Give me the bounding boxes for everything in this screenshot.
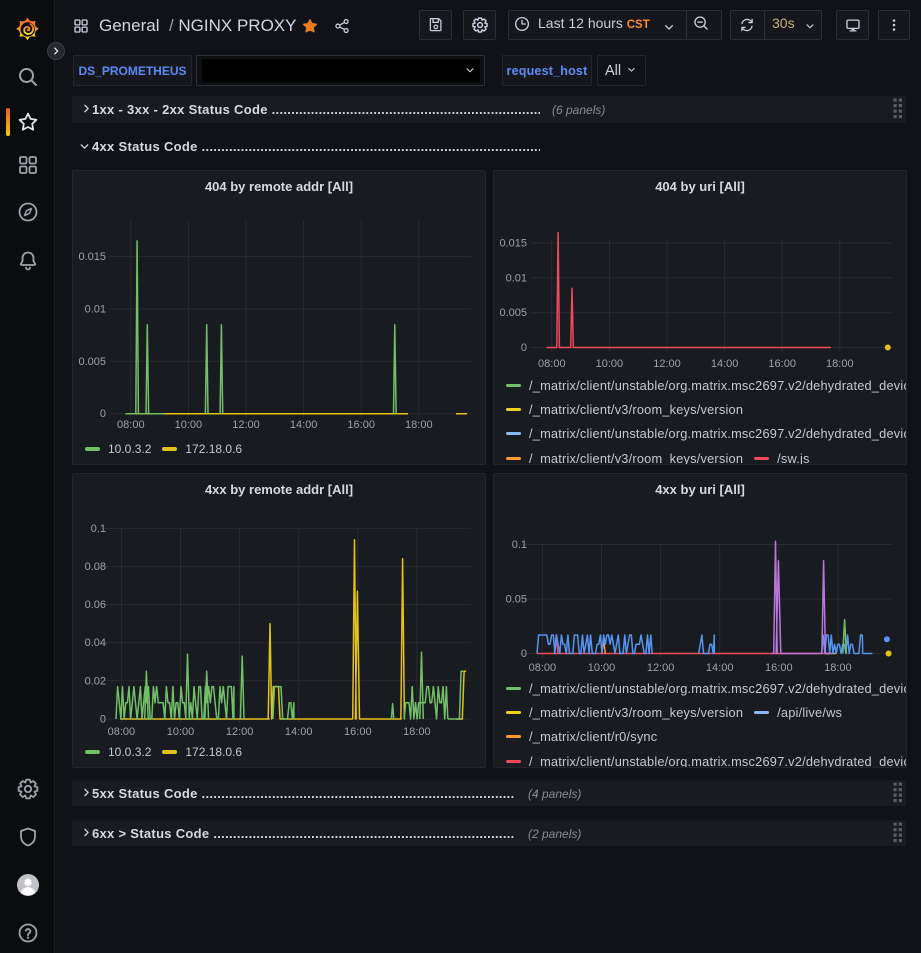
svg-text:14:00: 14:00 <box>706 662 734 674</box>
svg-text:10:00: 10:00 <box>596 358 624 370</box>
svg-text:10:00: 10:00 <box>167 726 195 738</box>
svg-text:0: 0 <box>521 648 527 660</box>
svg-text:18:00: 18:00 <box>824 662 852 674</box>
svg-text:0.05: 0.05 <box>506 594 527 606</box>
svg-text:0.06: 0.06 <box>85 599 106 611</box>
svg-text:12:00: 12:00 <box>226 726 254 738</box>
svg-text:08:00: 08:00 <box>117 419 145 431</box>
svg-text:10:00: 10:00 <box>175 419 203 431</box>
svg-text:12:00: 12:00 <box>653 358 681 370</box>
svg-text:14:00: 14:00 <box>285 726 313 738</box>
svg-text:16:00: 16:00 <box>768 358 796 370</box>
svg-text:0.01: 0.01 <box>506 272 527 284</box>
svg-text:0.005: 0.005 <box>78 356 106 368</box>
svg-text:16:00: 16:00 <box>765 662 793 674</box>
svg-text:16:00: 16:00 <box>347 419 375 431</box>
svg-text:0.015: 0.015 <box>78 251 106 263</box>
svg-text:18:00: 18:00 <box>403 726 431 738</box>
svg-text:10:00: 10:00 <box>588 662 616 674</box>
svg-text:0: 0 <box>521 342 527 354</box>
svg-text:0.01: 0.01 <box>85 304 106 316</box>
svg-text:12:00: 12:00 <box>647 662 675 674</box>
svg-text:0: 0 <box>100 714 106 726</box>
svg-text:0.005: 0.005 <box>499 307 527 319</box>
svg-text:14:00: 14:00 <box>290 419 318 431</box>
svg-text:0.04: 0.04 <box>85 637 106 649</box>
svg-text:12:00: 12:00 <box>232 419 260 431</box>
svg-text:08:00: 08:00 <box>108 726 136 738</box>
svg-text:16:00: 16:00 <box>344 726 372 738</box>
svg-text:0.1: 0.1 <box>91 523 106 535</box>
svg-text:0.08: 0.08 <box>85 561 106 573</box>
svg-text:0: 0 <box>100 408 106 420</box>
svg-text:0.1: 0.1 <box>512 539 527 551</box>
svg-text:18:00: 18:00 <box>826 358 854 370</box>
svg-text:08:00: 08:00 <box>529 662 557 674</box>
svg-text:14:00: 14:00 <box>711 358 739 370</box>
svg-text:0.015: 0.015 <box>499 238 527 250</box>
svg-text:18:00: 18:00 <box>405 419 433 431</box>
svg-text:08:00: 08:00 <box>538 358 566 370</box>
svg-text:0.02: 0.02 <box>85 675 106 687</box>
